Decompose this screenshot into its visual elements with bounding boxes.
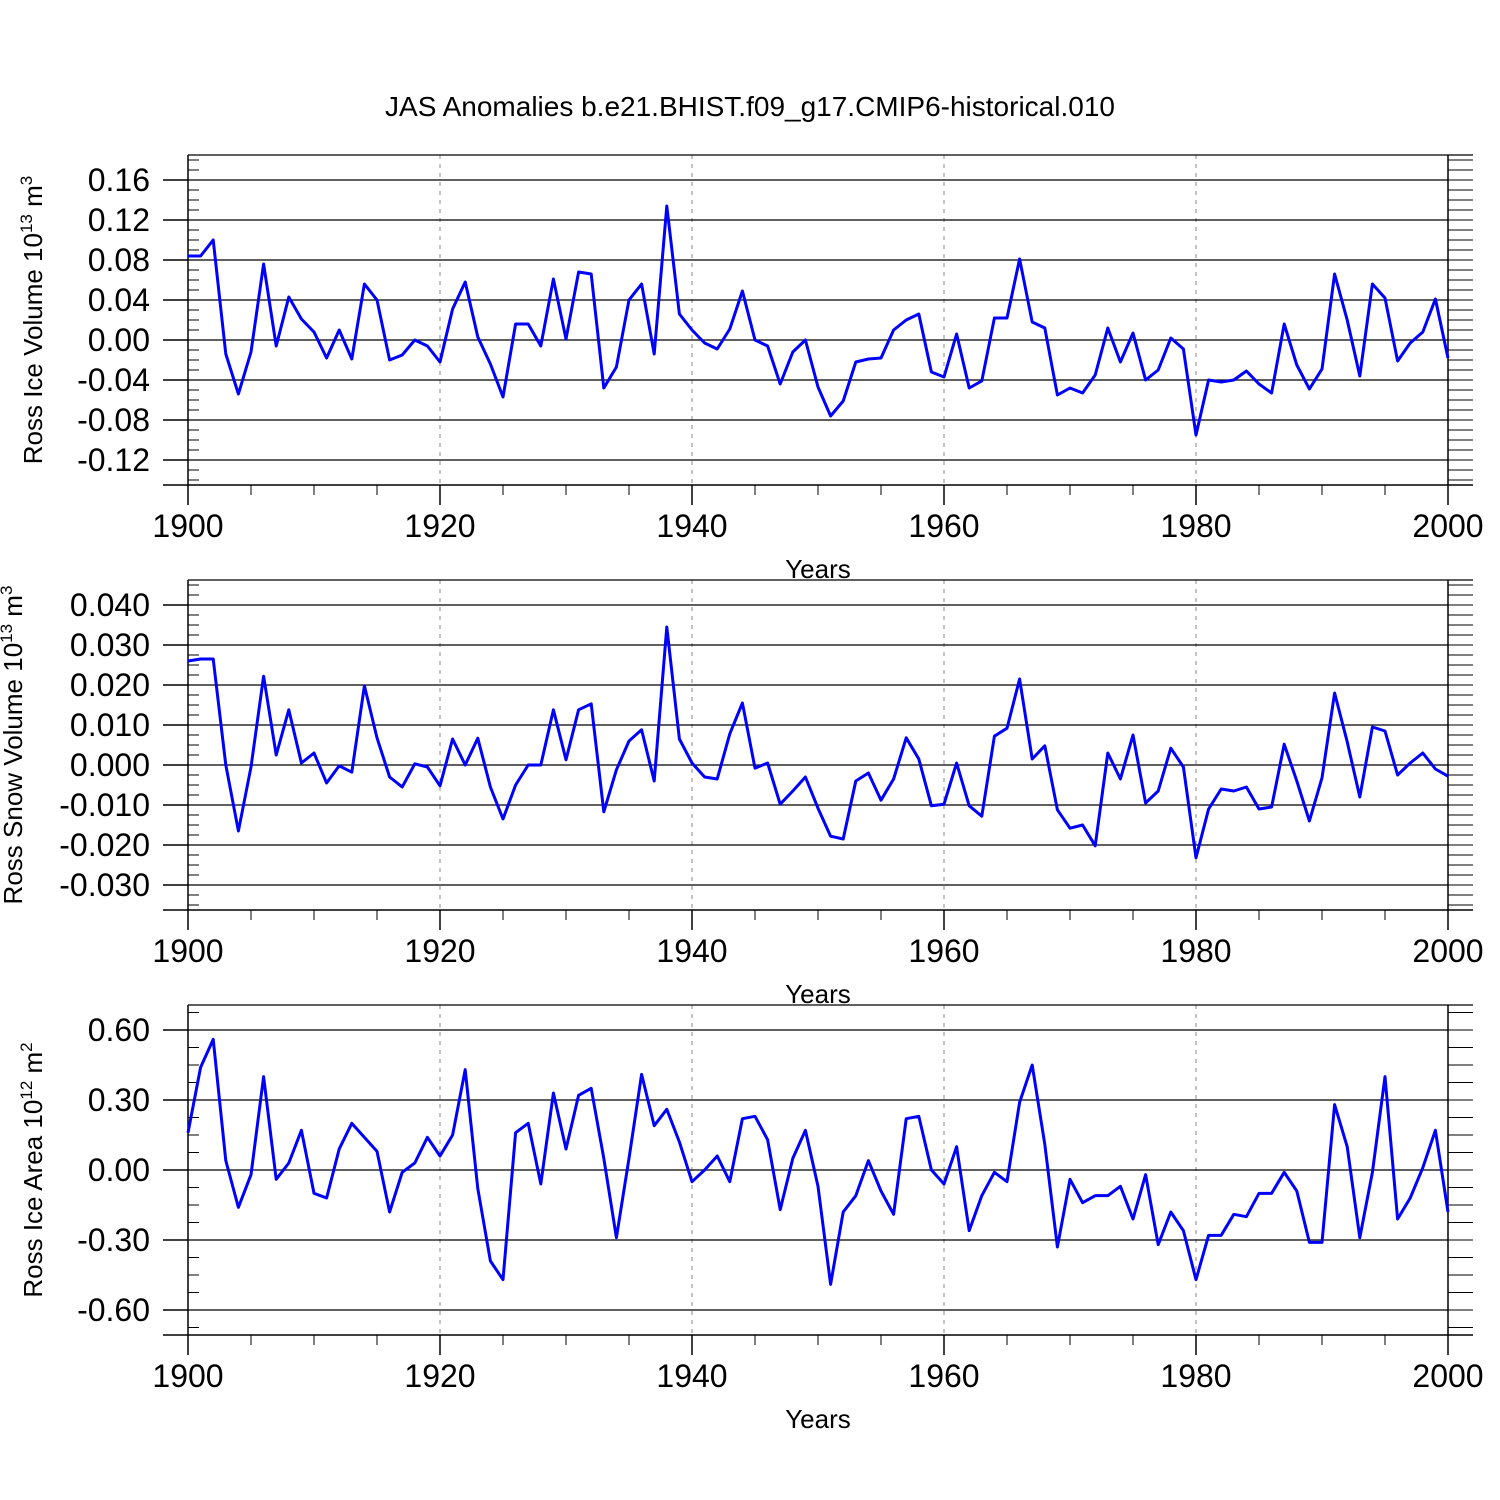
y-tick-label: -0.30: [77, 1222, 150, 1258]
y-label-main: Ross Snow Volume 10: [0, 643, 28, 905]
x-tick-label: 1960: [908, 933, 979, 969]
data-series-line: [188, 204, 1450, 437]
y-axis-label: Ross Ice Volume 1013 m3: [17, 176, 48, 465]
x-tick-label: 1920: [404, 508, 475, 544]
panels: -0.12 -0.08 -0.04 0.00 0.04 0.08 0.12 0.16 1900 1…: [0, 154, 1484, 1434]
y-label-unit: m: [0, 595, 28, 624]
chart-panel-1: -0.12 -0.08 -0.04 0.00 0.04 0.08 0.12 0.16 1900 1…: [17, 154, 1484, 584]
y-tick-label: 0.04: [88, 282, 150, 318]
x-tick-label: 1900: [152, 508, 223, 544]
y-label-exponent: 12: [17, 1081, 36, 1100]
y-tick-label: 0.00: [88, 1152, 150, 1188]
x-tick-label: 1900: [152, 1358, 223, 1394]
x-tick-label: 1920: [404, 1358, 475, 1394]
x-axis-label: Years: [785, 979, 851, 1009]
x-tick-label: 1940: [656, 508, 727, 544]
x-tick-label: 1960: [908, 1358, 979, 1394]
data-series-line: [186, 1037, 1450, 1286]
y-axis-label: Ross Snow Volume 1013 m3: [0, 586, 28, 905]
y-tick-label: -0.04: [77, 362, 150, 398]
y-tick-label: 0.000: [70, 747, 150, 783]
chart-panel-2: -0.030 -0.020 -0.010 0.000 0.010 0.020 0.030 0.…: [0, 579, 1484, 1009]
y-tick-label: 0.16: [88, 162, 150, 198]
x-tick-label: 1900: [152, 933, 223, 969]
y-tick-label: -0.030: [59, 867, 150, 903]
x-tick-label: 1940: [656, 1358, 727, 1394]
y-tick-label: -0.08: [77, 402, 150, 438]
y-axis-label: Ross Ice Area 1012 m2: [17, 1042, 48, 1297]
y-label-main: Ross Ice Area 10: [18, 1100, 48, 1298]
x-axis-label: Years: [785, 554, 851, 584]
x-tick-label: 1980: [1160, 1358, 1231, 1394]
x-axis-label: Years: [785, 1404, 851, 1434]
x-tick-label: 1940: [656, 933, 727, 969]
data-series-line: [187, 625, 1449, 860]
chart-panel-3: -0.60 -0.30 0.00 0.30 0.60 1900 1920 1940 1960 19…: [17, 1004, 1484, 1434]
y-tick-label: 0.60: [88, 1012, 150, 1048]
y-label-unit-exponent: 2: [17, 1042, 36, 1051]
y-label-unit-exponent: 3: [17, 176, 36, 185]
y-tick-label: 0.010: [70, 707, 150, 743]
y-tick-label: -0.12: [77, 442, 150, 478]
y-tick-label: 0.040: [70, 587, 150, 623]
y-label-unit-exponent: 3: [0, 586, 16, 595]
x-tick-label: 1980: [1160, 933, 1231, 969]
figure-title: JAS Anomalies b.e21.BHIST.f09_g17.CMIP6-…: [385, 91, 1115, 122]
x-tick-label: 1920: [404, 933, 475, 969]
y-label-exponent: 13: [17, 214, 36, 233]
y-tick-label: -0.60: [77, 1292, 150, 1328]
x-tick-label: 2000: [1412, 933, 1483, 969]
x-tick-label: 2000: [1412, 508, 1483, 544]
y-label-unit: m: [18, 185, 48, 214]
y-label-exponent: 13: [0, 624, 16, 643]
x-tick-label: 1980: [1160, 508, 1231, 544]
x-tick-label: 2000: [1412, 1358, 1483, 1394]
y-tick-label: -0.020: [59, 827, 150, 863]
y-tick-label: 0.030: [70, 627, 150, 663]
y-label-unit: m: [18, 1052, 48, 1081]
y-tick-label: 0.12: [88, 202, 150, 238]
x-tick-label: 1960: [908, 508, 979, 544]
y-tick-label: 0.30: [88, 1082, 150, 1118]
y-tick-label: -0.010: [59, 787, 150, 823]
y-tick-label: 0.00: [88, 322, 150, 358]
y-tick-label: 0.08: [88, 242, 150, 278]
y-tick-label: 0.020: [70, 667, 150, 703]
y-label-main: Ross Ice Volume 10: [18, 233, 48, 464]
